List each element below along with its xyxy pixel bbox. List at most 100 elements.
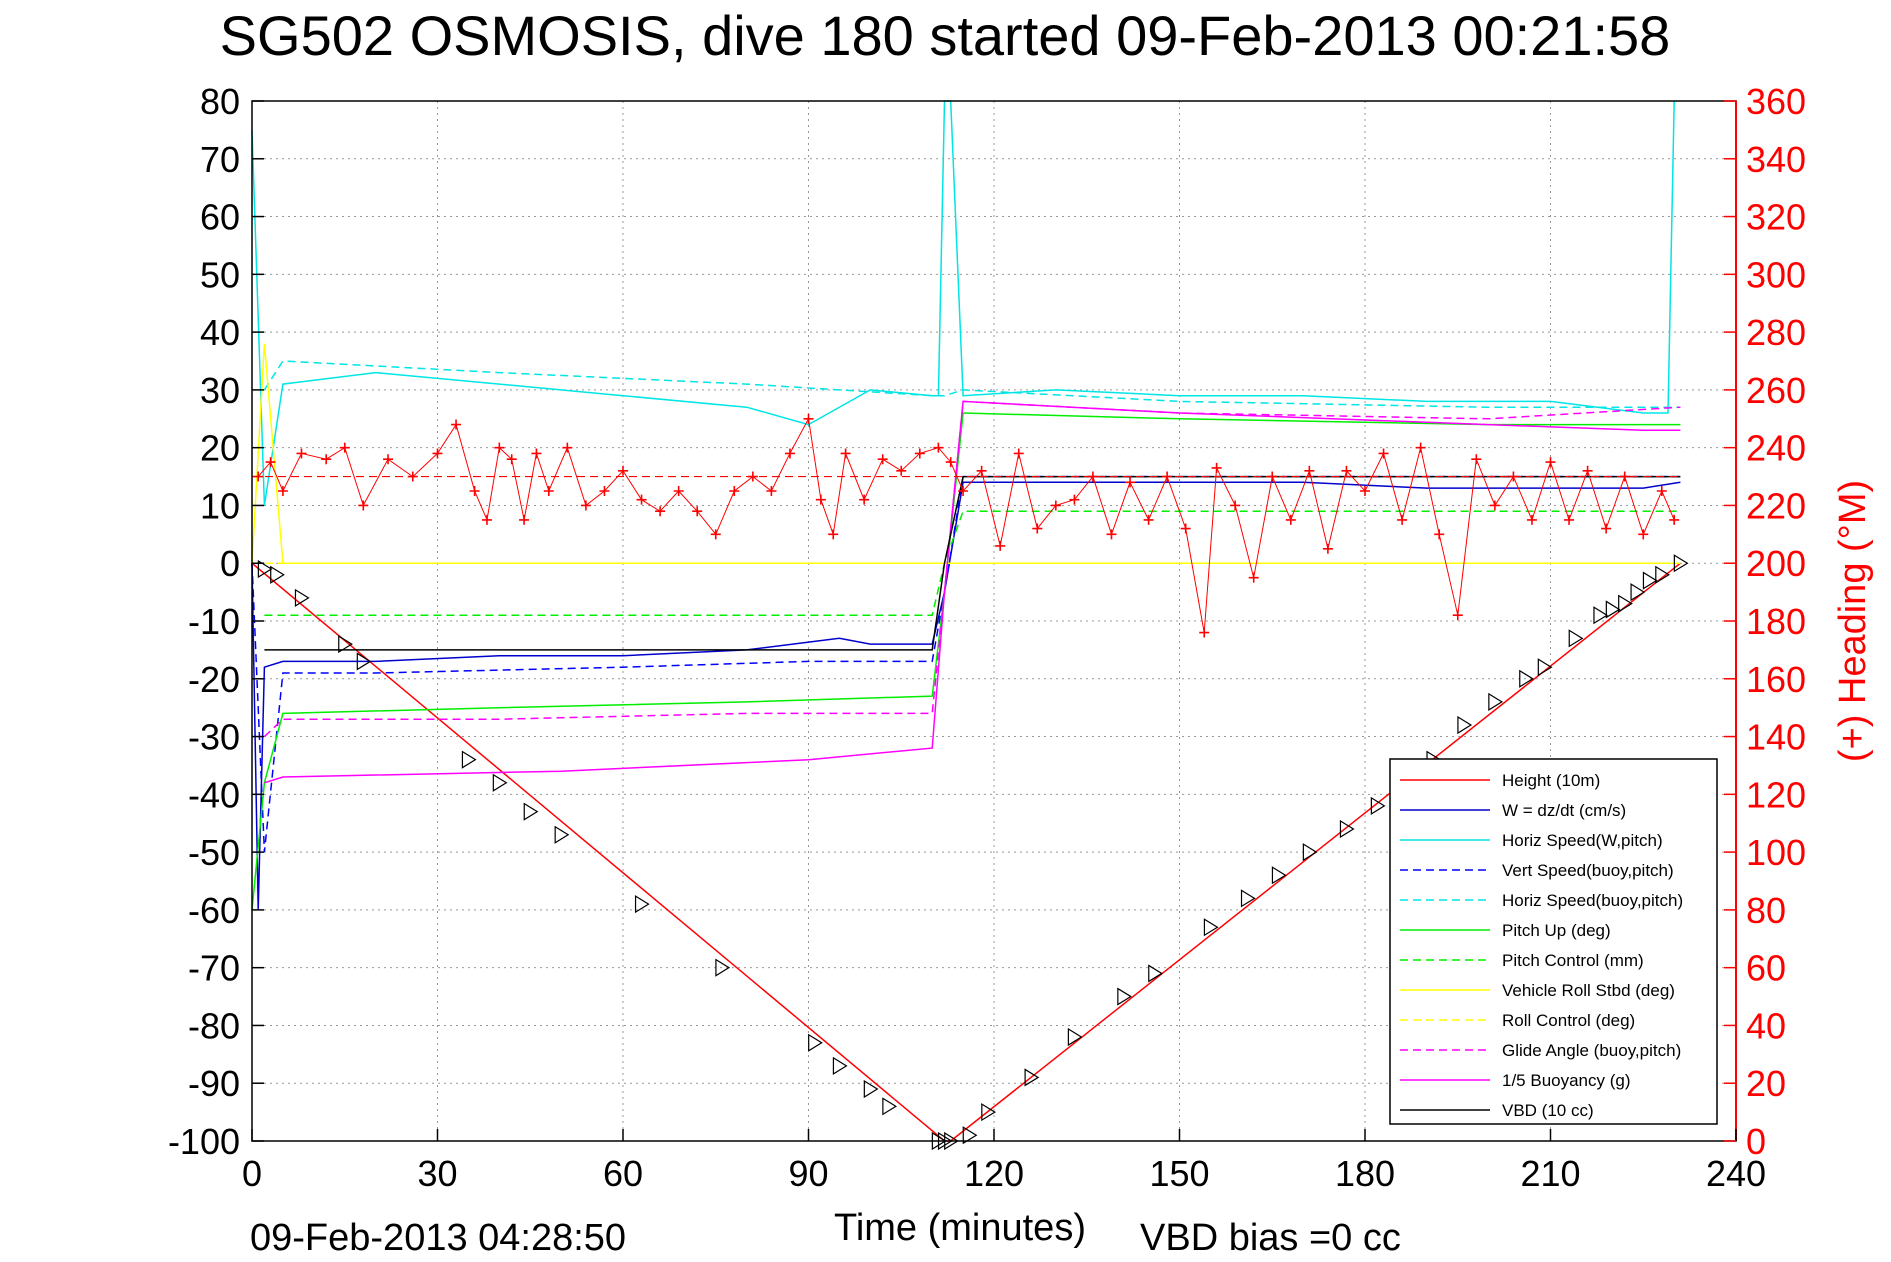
heading-marker — [481, 514, 492, 525]
depth-marker — [1593, 606, 1609, 625]
series-line-6 — [251, 412, 1681, 910]
depth-marker — [270, 565, 285, 584]
heading-marker — [618, 465, 628, 476]
depth-marker — [1024, 1068, 1040, 1087]
x-axis: 0 30 60 90 120 150 180 210 240 — [242, 1129, 1766, 1194]
depth-marker — [1673, 554, 1689, 573]
heading-marker — [1489, 500, 1500, 511]
y-right-tick-label: 100 — [1746, 832, 1806, 873]
heading-marker — [580, 500, 591, 511]
y-right-tick-label: 80 — [1746, 890, 1786, 931]
heading-marker — [828, 529, 839, 540]
depth-marker — [808, 1033, 823, 1052]
depth-marker — [1568, 629, 1584, 648]
depth-marker — [634, 895, 650, 914]
x-tick-label: 150 — [1149, 1153, 1209, 1194]
heading-marker — [253, 471, 264, 482]
depth-marker — [1537, 658, 1553, 677]
heading-marker — [383, 454, 394, 465]
y-right-tick-label: 180 — [1746, 601, 1806, 642]
heading-marker — [803, 413, 814, 424]
y-tick-label: -60 — [188, 890, 240, 931]
x-tick-label: 120 — [964, 1153, 1024, 1194]
heading-marker — [1656, 486, 1667, 496]
footer-timestamp: 09-Feb-2013 04:28:50 — [250, 1217, 626, 1259]
y-right-tick-label: 120 — [1746, 774, 1806, 815]
heading-marker — [1087, 471, 1098, 482]
heading-marker — [296, 448, 307, 459]
y-right-tick-label: 240 — [1746, 428, 1806, 469]
depth-marker — [1370, 796, 1386, 815]
x-tick-label: 240 — [1706, 1153, 1766, 1194]
heading-marker — [673, 486, 684, 496]
heading-markers — [252, 413, 1681, 638]
heading-marker — [1508, 471, 1519, 482]
depth-marker — [1642, 571, 1658, 590]
heading-marker — [599, 486, 610, 496]
depth-marker — [1203, 918, 1219, 937]
x-tick-label: 90 — [788, 1153, 828, 1194]
heading-marker — [1582, 465, 1593, 476]
heading-marker — [933, 442, 944, 453]
heading-marker — [543, 486, 554, 496]
heading-marker — [339, 442, 350, 453]
heading-marker — [1013, 448, 1024, 459]
depth-marker — [1655, 565, 1670, 584]
heading-marker — [358, 500, 369, 511]
y-tick-label: 50 — [200, 254, 240, 295]
heading-marker — [506, 454, 517, 465]
heading-marker — [1638, 529, 1649, 540]
heading-marker — [655, 506, 666, 517]
heading-marker — [469, 486, 480, 496]
y-tick-label: -90 — [188, 1063, 240, 1104]
heading-marker — [1669, 514, 1680, 525]
heading-marker — [976, 465, 987, 476]
depth-marker — [1271, 866, 1287, 885]
legend-label: Vert Speed(buoy,pitch) — [1502, 861, 1674, 880]
series-line-2 — [251, 481, 1681, 910]
y-tick-label: 70 — [200, 139, 240, 180]
heading-marker — [1601, 523, 1612, 534]
y-right-tick-label: 360 — [1746, 81, 1806, 122]
legend-label: Glide Angle (buoy,pitch) — [1502, 1041, 1681, 1060]
y-tick-label: 40 — [200, 312, 240, 353]
heading-marker — [1248, 572, 1259, 583]
heading-marker — [1199, 627, 1210, 638]
x-axis-label: Time (minutes) — [834, 1207, 1086, 1249]
legend-box — [1389, 758, 1718, 1125]
x-tick-label: 180 — [1335, 1153, 1395, 1194]
heading-marker — [531, 448, 542, 459]
heading-marker — [1545, 457, 1556, 468]
legend-label: 1/5 Buoyancy (g) — [1502, 1071, 1631, 1090]
y-right-tick-label: 220 — [1746, 485, 1806, 526]
y-tick-label: -80 — [188, 1005, 240, 1046]
depth-marker — [356, 652, 372, 671]
heading-marker — [914, 448, 925, 459]
heading-marker — [562, 442, 573, 453]
heading-marker — [1434, 529, 1445, 540]
x-tick-label: 210 — [1520, 1153, 1580, 1194]
y-tick-label: -40 — [188, 774, 240, 815]
heading-marker — [1143, 514, 1154, 525]
heading-marker — [1069, 494, 1080, 505]
x-tick-label: 30 — [417, 1153, 457, 1194]
heading-marker — [784, 448, 795, 459]
heading-marker — [1415, 442, 1426, 453]
depth-marker — [1117, 987, 1132, 1006]
depth-marker — [1605, 600, 1621, 619]
heading-marker — [896, 465, 907, 476]
depth-marker — [554, 825, 570, 844]
y-tick-label: 20 — [200, 428, 240, 469]
heading-marker — [1619, 471, 1630, 482]
y-axis-right: 3603403203002802602402202001801601401201… — [1724, 81, 1806, 1162]
y-tick-label: 80 — [200, 81, 240, 122]
y-tick-label: -10 — [188, 601, 240, 642]
y-right-tick-label: 40 — [1746, 1005, 1786, 1046]
series-line-7 — [264, 510, 1681, 616]
heading-marker — [1267, 471, 1278, 482]
legend-label: VBD (10 cc) — [1502, 1101, 1594, 1120]
y-right-tick-label: 140 — [1746, 717, 1806, 758]
footer-vbd-bias: VBD bias =0 cc — [1140, 1217, 1401, 1259]
y-right-tick-label: 280 — [1746, 312, 1806, 353]
